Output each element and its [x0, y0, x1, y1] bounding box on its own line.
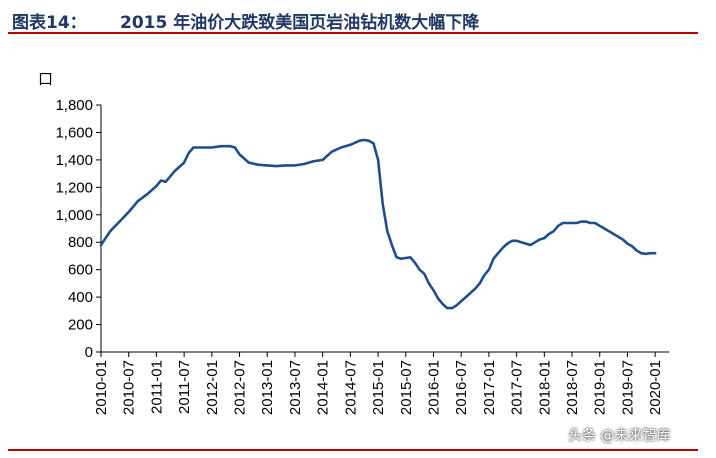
- x-tick-label: 2019-01: [592, 360, 609, 415]
- x-tick-label: 2011-07: [176, 360, 193, 414]
- x-tick-label: 2016-07: [453, 360, 470, 415]
- y-tick-label: 1,400: [55, 152, 93, 169]
- x-tick-label: 2010-01: [93, 360, 110, 415]
- x-tick-label: 2012-07: [232, 360, 249, 415]
- y-tick-label: 1,800: [55, 97, 93, 114]
- watermark: 头条 @未来智库: [568, 428, 671, 444]
- x-axis-ticks: 2010-01 2010-07 2011-01 2011-07 2012-01 2012-…: [93, 352, 664, 415]
- x-tick-label: 2012-01: [204, 360, 221, 415]
- bottom-rule: [8, 449, 698, 451]
- x-tick-label: 2011-01: [148, 360, 165, 414]
- y-tick-label: 1,200: [55, 179, 93, 196]
- x-tick-label: 2020-01: [647, 360, 664, 415]
- y-tick-label: 0: [85, 344, 93, 361]
- y-tick-label: 200: [68, 317, 93, 334]
- x-tick-label: 2018-07: [564, 360, 581, 415]
- figure-header: 图表14： 2015 年油价大跌致美国页岩油钻机数大幅下降: [8, 4, 698, 34]
- y-tick-label: 1,600: [55, 124, 93, 141]
- y-tick-label: 400: [68, 289, 93, 306]
- y-tick-label: 1,000: [55, 207, 93, 224]
- plot-series: [99, 138, 657, 310]
- x-tick-label: 2017-01: [481, 360, 498, 415]
- x-tick-label: 2014-01: [315, 360, 332, 415]
- y-axis-unit-label: 口: [38, 71, 53, 88]
- y-axis-ticks: 0 200 400 600 800 1,000 1,200 1,400 1,600 1,800: [55, 97, 101, 361]
- x-tick-label: 2019-07: [619, 360, 636, 415]
- x-tick-label: 2016-01: [425, 360, 442, 415]
- x-tick-label: 2018-01: [536, 360, 553, 415]
- x-tick-label: 2015-01: [370, 360, 387, 415]
- x-tick-label: 2013-07: [287, 360, 304, 415]
- x-tick-label: 2010-07: [121, 360, 138, 415]
- x-tick-label: 2015-07: [398, 360, 415, 415]
- x-tick-label: 2014-07: [342, 360, 359, 415]
- rig-count-series-line: [99, 138, 657, 310]
- chart-axes: [100, 105, 669, 353]
- figure-label: 图表14：: [12, 13, 87, 33]
- y-tick-label: 600: [68, 262, 93, 279]
- x-tick-label: 2017-07: [509, 360, 526, 415]
- x-tick-label: 2013-01: [259, 360, 276, 415]
- y-tick-label: 800: [68, 234, 93, 251]
- figure-title: 2015 年油价大跌致美国页岩油钻机数大幅下降: [120, 13, 480, 33]
